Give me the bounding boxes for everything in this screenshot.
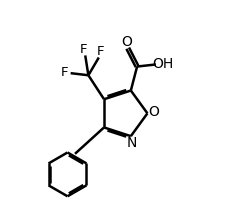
- Text: F: F: [60, 66, 68, 79]
- Text: O: O: [148, 105, 159, 119]
- Text: F: F: [96, 45, 104, 58]
- Text: F: F: [79, 43, 87, 56]
- Text: N: N: [126, 136, 136, 150]
- Text: OH: OH: [152, 58, 173, 71]
- Text: O: O: [121, 35, 132, 49]
